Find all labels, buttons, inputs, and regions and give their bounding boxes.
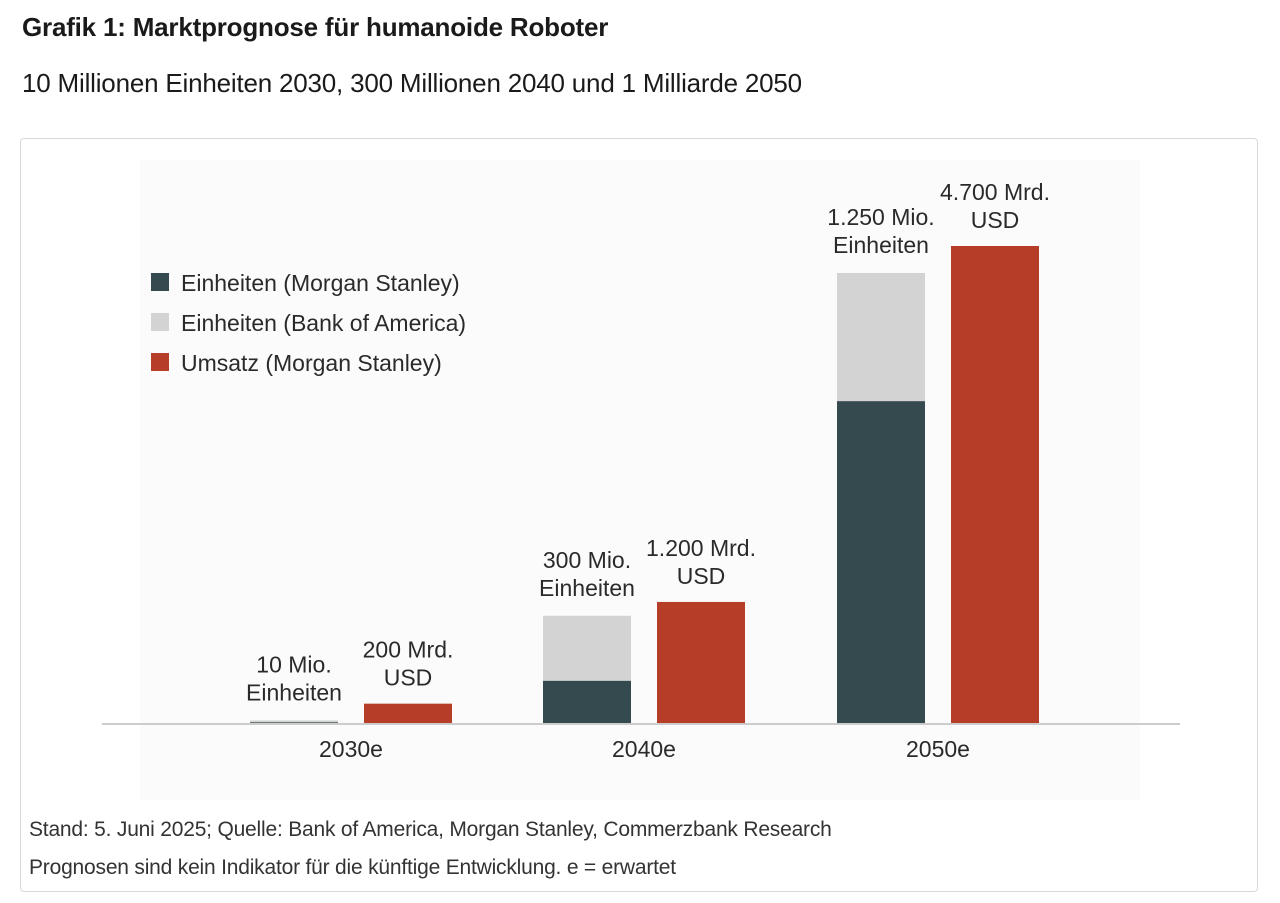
- data-labels: 10 Mio. Einheiten 200 Mrd. USD 300 Mio. Einhe…: [246, 179, 1050, 705]
- data-label-revenue-2030e: 200 Mrd. USD: [363, 637, 454, 691]
- bar-units-morgan-stanley-2040e: [543, 680, 631, 724]
- bar-revenue-morgan-stanley-2030e: [364, 703, 452, 724]
- disclaimer-note: Prognosen sind kein Indikator für die kü…: [29, 856, 676, 879]
- source-note: Stand: 5. Juni 2025; Quelle: Bank of Ame…: [29, 818, 832, 841]
- bar-revenue-morgan-stanley-2040e: [657, 601, 745, 724]
- chart-title: Grafik 1: Marktprognose für humanoide Ro…: [22, 12, 609, 42]
- legend-swatch-1: [151, 273, 169, 291]
- data-label-revenue-2040e: 1.200 Mrd. USD: [646, 535, 756, 589]
- data-label-units-2040e: 300 Mio. Einheiten: [539, 547, 635, 601]
- bars: [250, 246, 1039, 724]
- legend-swatch-3: [151, 353, 169, 371]
- legend: Einheiten (Morgan Stanley) Einheiten (Ban…: [151, 270, 466, 376]
- x-axis-ticks: 2030e 2040e 2050e: [319, 736, 970, 762]
- bar-units-bank-of-america-2030e: [250, 720, 338, 723]
- data-label-revenue-2050e: 4.700 Mrd. USD: [940, 179, 1050, 233]
- data-label-units-2050e: 1.250 Mio. Einheiten: [827, 204, 934, 258]
- bar-units-bank-of-america-2050e: [837, 273, 925, 402]
- bar-revenue-morgan-stanley-2050e: [951, 246, 1039, 724]
- legend-label-3: Umsatz (Morgan Stanley): [181, 350, 442, 376]
- x-tick-label-2030e: 2030e: [319, 736, 383, 762]
- x-tick-label-2040e: 2040e: [612, 736, 676, 762]
- bar-units-bank-of-america-2040e: [543, 615, 631, 681]
- bar-units-morgan-stanley-2050e: [837, 401, 925, 724]
- data-label-units-2030e: 10 Mio. Einheiten: [246, 651, 342, 705]
- x-tick-label-2050e: 2050e: [906, 736, 970, 762]
- chart-subtitle: 10 Millionen Einheiten 2030, 300 Million…: [22, 68, 802, 98]
- legend-label-2: Einheiten (Bank of America): [181, 310, 466, 336]
- legend-swatch-2: [151, 313, 169, 331]
- legend-label-1: Einheiten (Morgan Stanley): [181, 270, 460, 296]
